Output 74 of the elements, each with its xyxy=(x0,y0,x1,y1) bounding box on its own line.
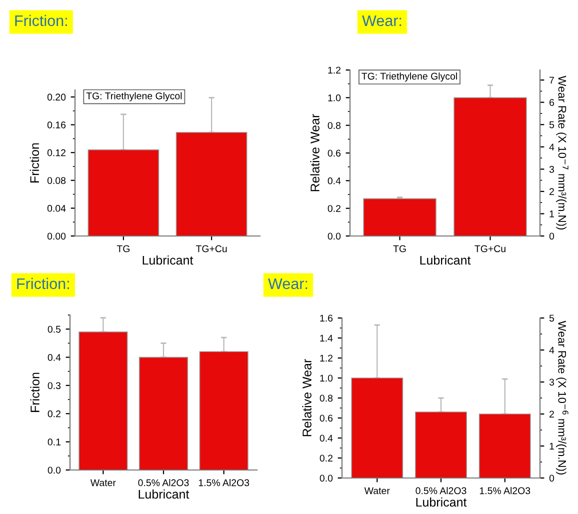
y-axis-title: Relative Wear xyxy=(302,359,312,436)
y-tick-label: 0.5 xyxy=(48,326,61,333)
y2-tick-label: 5 xyxy=(549,121,554,128)
x-axis-title: Lubricant xyxy=(420,255,471,265)
bar xyxy=(478,414,531,478)
annotation: TG: Triethylene Glycol xyxy=(362,72,457,82)
y2-tick-label: 6 xyxy=(550,99,554,106)
y2-tick-label: 0 xyxy=(549,474,554,482)
y2-tick-label: 0 xyxy=(549,232,554,240)
y2-tick-label: 1 xyxy=(550,442,554,450)
x-tick-label: 0.5% Al2O3 xyxy=(138,479,189,486)
y-tick-label: 0.8 xyxy=(320,394,333,402)
y-tick-label: 1.0 xyxy=(328,94,341,102)
y2-tick-label: 3 xyxy=(549,378,554,386)
y-tick-label: 0.2 xyxy=(320,454,332,462)
x-tick-label: TG+Cu xyxy=(474,245,506,252)
y-tick-label: 0.4 xyxy=(328,177,341,184)
y-tick-label: 0.6 xyxy=(328,150,341,157)
y2-tick-label: 2 xyxy=(550,188,554,195)
y-tick-label: 0.0 xyxy=(48,466,61,474)
x-tick-label: 0.5% Al2O3 xyxy=(416,487,466,494)
y-tick-label: 1.6 xyxy=(320,314,333,322)
chart-title: Friction: xyxy=(15,14,67,26)
y-tick-label: 1.0 xyxy=(320,374,333,382)
y-tick-label: 1.2 xyxy=(320,354,332,362)
x-tick-label: 1.5% Al2O3 xyxy=(480,487,530,494)
y-tick-label: 0.08 xyxy=(47,177,66,184)
y2-tick-label: 4 xyxy=(549,346,554,354)
y-tick-label: 0.04 xyxy=(47,204,66,212)
bar xyxy=(415,412,467,478)
y-tick-label: 0.0 xyxy=(320,474,333,482)
y2-tick-label: 2 xyxy=(550,410,554,418)
bar xyxy=(351,378,404,478)
x-tick-label: Water xyxy=(364,487,390,494)
bar xyxy=(78,331,128,470)
y-tick-label: 0.12 xyxy=(47,149,66,156)
bar xyxy=(199,351,248,470)
y-tick-label: 0.0 xyxy=(328,232,341,240)
bar xyxy=(138,356,188,470)
x-axis-title: Lubricant xyxy=(416,497,467,507)
y-tick-label: 0.6 xyxy=(320,414,333,422)
y-tick-label: 0.2 xyxy=(328,205,340,212)
x-axis-title: Lubricant xyxy=(138,489,190,499)
y-tick-label: 0.1 xyxy=(48,438,60,446)
y2-axis-title: Wear Rate (X 10$^{−6}$ mm³/(m.N)) xyxy=(556,320,568,475)
y2-tick-label: 1 xyxy=(550,210,554,218)
chart-title: Wear: xyxy=(362,15,402,26)
y-axis-title: Friction xyxy=(30,372,40,412)
y-tick-label: 0.4 xyxy=(320,434,333,442)
y-axis-title: Relative Wear xyxy=(310,114,320,192)
y2-tick-label: 7 xyxy=(550,76,554,84)
y2-tick-label: 5 xyxy=(549,314,554,322)
y-axis-title: Friction xyxy=(30,143,40,182)
x-tick-label: 1.5% Al2O3 xyxy=(198,479,250,486)
y-tick-label: 0.00 xyxy=(47,232,66,240)
x-tick-label: Water xyxy=(90,479,116,486)
x-axis-title: Lubricant xyxy=(142,255,194,265)
y2-axis-title: Wear Rate (X 10$^{−7}$ mm³/(m.N)) xyxy=(556,76,568,230)
y-tick-label: 0.8 xyxy=(328,122,341,129)
y-tick-label: 1.2 xyxy=(328,66,340,74)
x-tick-label: TG+Cu xyxy=(196,245,227,252)
y-tick-label: 1.4 xyxy=(320,334,333,342)
y-tick-label: 0.2 xyxy=(48,410,60,418)
chart-title: Wear: xyxy=(268,278,308,290)
x-tick-label: TG xyxy=(393,245,406,252)
y-tick-label: 0.3 xyxy=(48,382,61,390)
y-tick-label: 0.20 xyxy=(47,94,66,101)
chart-title: Friction: xyxy=(17,278,69,290)
y-tick-label: 0.4 xyxy=(48,354,61,361)
annotation: TG: Triethylene Glycol xyxy=(86,92,182,102)
y-tick-label: 0.16 xyxy=(47,121,66,128)
x-tick-label: TG xyxy=(116,245,130,252)
y2-tick-label: 4 xyxy=(549,144,554,150)
y2-tick-label: 3 xyxy=(549,166,554,173)
